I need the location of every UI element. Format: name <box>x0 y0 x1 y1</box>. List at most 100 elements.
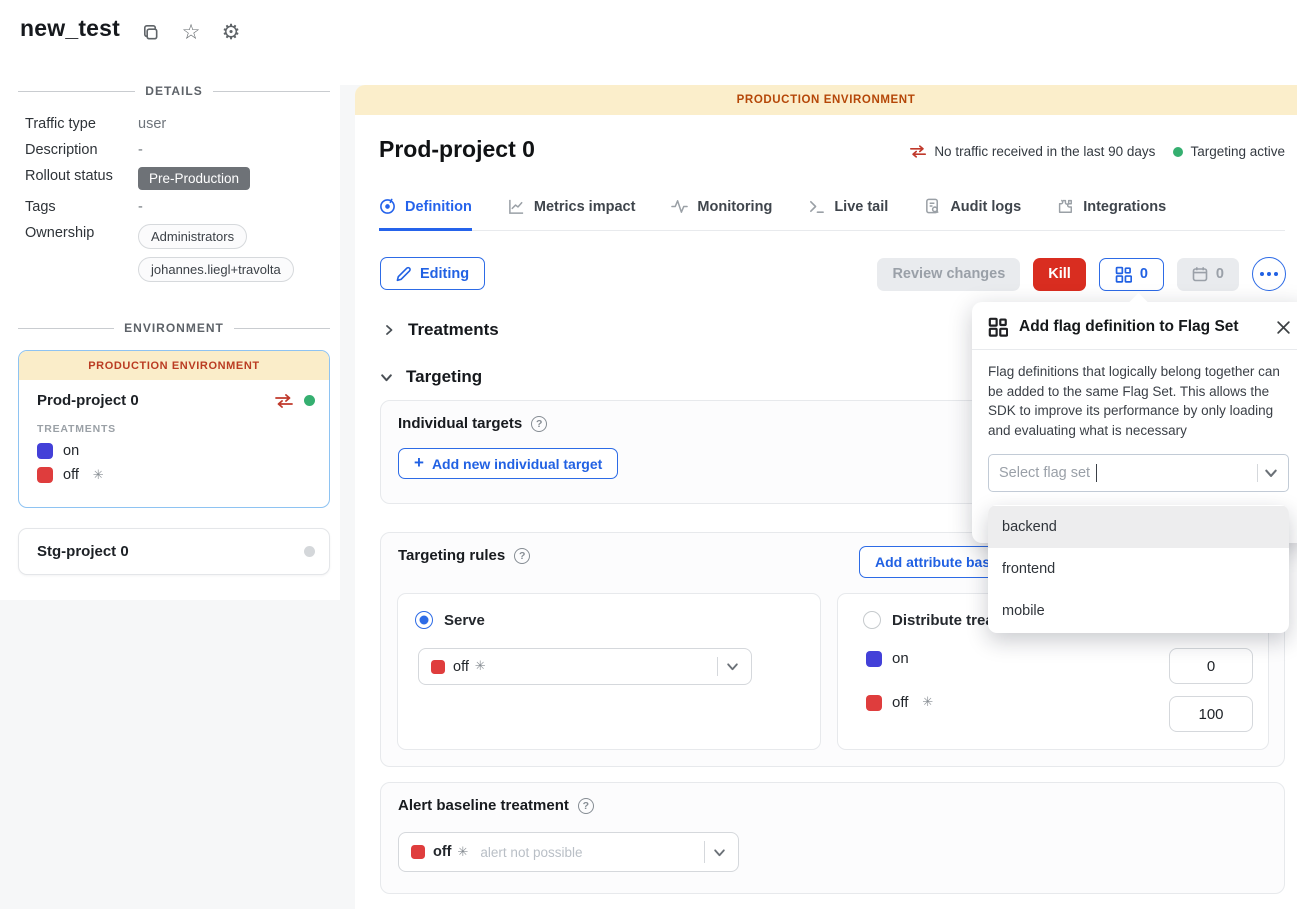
serve-radio[interactable] <box>415 611 433 629</box>
treatment-on-swatch <box>37 443 53 459</box>
default-treatment-icon: ✳ <box>474 659 486 674</box>
treatment-off-label: off <box>63 467 79 483</box>
flag-title: Prod-project 0 <box>379 136 535 162</box>
distribute-on-percent-input[interactable] <box>1169 648 1253 684</box>
alert-baseline-title: Alert baseline treatment <box>398 797 569 814</box>
targeting-status: Targeting active <box>1173 144 1285 159</box>
popup-description: Flag definitions that logically belong t… <box>988 364 1280 438</box>
serve-treatment-select[interactable]: off ✳ <box>418 648 752 685</box>
select-placeholder: Select flag set <box>999 465 1091 481</box>
treatment-off-swatch <box>866 694 882 711</box>
production-environment-banner: PRODUCTION ENVIRONMENT <box>19 351 329 380</box>
tab-live-tail[interactable]: Live tail <box>808 198 888 231</box>
flag-set-select-input[interactable]: Select flag set <box>988 454 1289 492</box>
serve-option-card: Serve off ✳ <box>397 593 821 750</box>
tab-definition[interactable]: Definition <box>379 198 472 231</box>
tab-monitoring[interactable]: Monitoring <box>671 198 772 231</box>
help-icon[interactable]: ? <box>531 415 548 432</box>
calendar-icon <box>1192 267 1208 282</box>
dropdown-option-frontend[interactable]: frontend <box>1002 561 1056 577</box>
help-icon[interactable]: ? <box>577 797 594 814</box>
owner-pill: johannes.liegl+travolta <box>138 257 294 282</box>
integrations-icon <box>1059 199 1073 213</box>
individual-targets-title: Individual targets <box>398 415 523 432</box>
help-icon[interactable]: ? <box>514 547 531 564</box>
star-icon[interactable]: ☆ <box>180 21 202 44</box>
environment-card-production[interactable]: PRODUCTION ENVIRONMENT Prod-project 0 TR… <box>18 350 330 508</box>
targeting-section-toggle[interactable]: Targeting <box>380 367 482 387</box>
plus-icon: + <box>414 452 424 472</box>
rollout-status-label: Rollout status <box>25 168 113 184</box>
targeting-status-text: Targeting active <box>1190 144 1285 159</box>
treatments-section-toggle[interactable]: Treatments <box>383 320 499 340</box>
close-icon[interactable] <box>1274 318 1292 336</box>
flag-sets-button[interactable]: 0 <box>1098 257 1164 291</box>
targeting-active-dot <box>1173 146 1184 157</box>
distribute-off-percent-input[interactable] <box>1169 696 1253 732</box>
environment-inactive-dot <box>304 546 315 557</box>
editing-button[interactable]: Editing <box>380 257 486 290</box>
traffic-swap-icon <box>910 145 927 158</box>
environment-heading: ENVIRONMENT <box>18 321 331 335</box>
review-changes-button[interactable]: Review changes <box>877 257 1021 291</box>
tab-integrations[interactable]: Integrations <box>1057 198 1166 231</box>
gear-icon[interactable]: ⚙ <box>220 21 242 44</box>
copy-icon[interactable] <box>139 21 161 43</box>
tab-audit-logs[interactable]: Audit logs <box>924 198 1021 231</box>
add-individual-target-button[interactable]: + Add new individual target <box>398 448 619 479</box>
traffic-swap-icon <box>275 393 293 408</box>
default-treatment-icon: ✳ <box>92 467 104 483</box>
flag-set-popup: Add flag definition to Flag Set Flag def… <box>972 302 1297 543</box>
serve-treatment-value: off <box>453 658 469 675</box>
kill-button[interactable]: Kill <box>1033 257 1086 291</box>
ownership-label: Ownership <box>25 225 95 241</box>
treatment-off-swatch <box>431 659 445 674</box>
alert-baseline-placeholder: alert not possible <box>480 844 583 860</box>
flag-set-grid-icon <box>1115 266 1132 283</box>
treatment-off-swatch <box>37 467 53 483</box>
details-heading: DETAILS <box>18 84 331 98</box>
alert-baseline-select[interactable]: off ✳ alert not possible <box>398 832 739 872</box>
production-environment-banner-main: PRODUCTION ENVIRONMENT <box>355 85 1297 115</box>
dropdown-option-backend[interactable]: backend <box>988 506 1289 548</box>
flag-set-grid-icon <box>988 317 1008 337</box>
tab-metrics-impact[interactable]: Metrics impact <box>508 198 635 231</box>
chevron-down-icon <box>714 848 725 856</box>
treatment-row-on: on <box>19 435 329 459</box>
treatment-on-swatch <box>866 650 882 667</box>
flag-set-count: 0 <box>1139 266 1148 282</box>
chevron-down-icon <box>1265 469 1277 477</box>
treatment-off-swatch <box>411 845 425 859</box>
environment-name: Prod-project 0 <box>37 392 139 409</box>
targeting-rules-title: Targeting rules <box>398 547 506 564</box>
treatment-on-label: on <box>63 443 80 459</box>
owner-pill: Administrators <box>138 224 248 249</box>
description-label: Description <box>25 142 98 158</box>
traffic-type-value: user <box>138 116 167 132</box>
chevron-down-icon <box>727 663 738 671</box>
treatments-heading: TREATMENTS <box>37 423 116 435</box>
chevron-right-icon <box>386 325 393 335</box>
definition-icon <box>380 198 395 214</box>
environment-card-staging[interactable]: Stg-project 0 <box>18 528 330 575</box>
schedule-button[interactable]: 0 <box>1176 257 1239 291</box>
flag-set-dropdown: backend frontend mobile <box>988 505 1289 633</box>
treatment-row-off: off ✳ <box>19 459 329 483</box>
live-tail-icon <box>810 200 825 213</box>
default-treatment-icon: ✳ <box>457 844 469 860</box>
traffic-status: No traffic received in the last 90 days <box>909 144 1155 159</box>
more-actions-button[interactable] <box>1252 257 1286 291</box>
distribute-radio[interactable] <box>863 611 881 629</box>
metrics-impact-icon <box>508 199 523 214</box>
alert-baseline-card: Alert baseline treatment ? off ✳ alert n… <box>380 782 1285 894</box>
pencil-icon <box>396 266 411 281</box>
dropdown-option-mobile[interactable]: mobile <box>1002 603 1045 619</box>
text-cursor <box>1096 464 1098 482</box>
tab-bar: Definition Metrics impact Monitoring Liv… <box>379 198 1285 231</box>
alert-baseline-value: off <box>433 844 452 860</box>
schedule-count: 0 <box>1215 266 1224 282</box>
audit-logs-icon <box>926 198 940 214</box>
serve-label: Serve <box>444 611 485 629</box>
default-treatment-icon: ✳ <box>922 695 934 710</box>
traffic-type-label: Traffic type <box>25 116 96 132</box>
